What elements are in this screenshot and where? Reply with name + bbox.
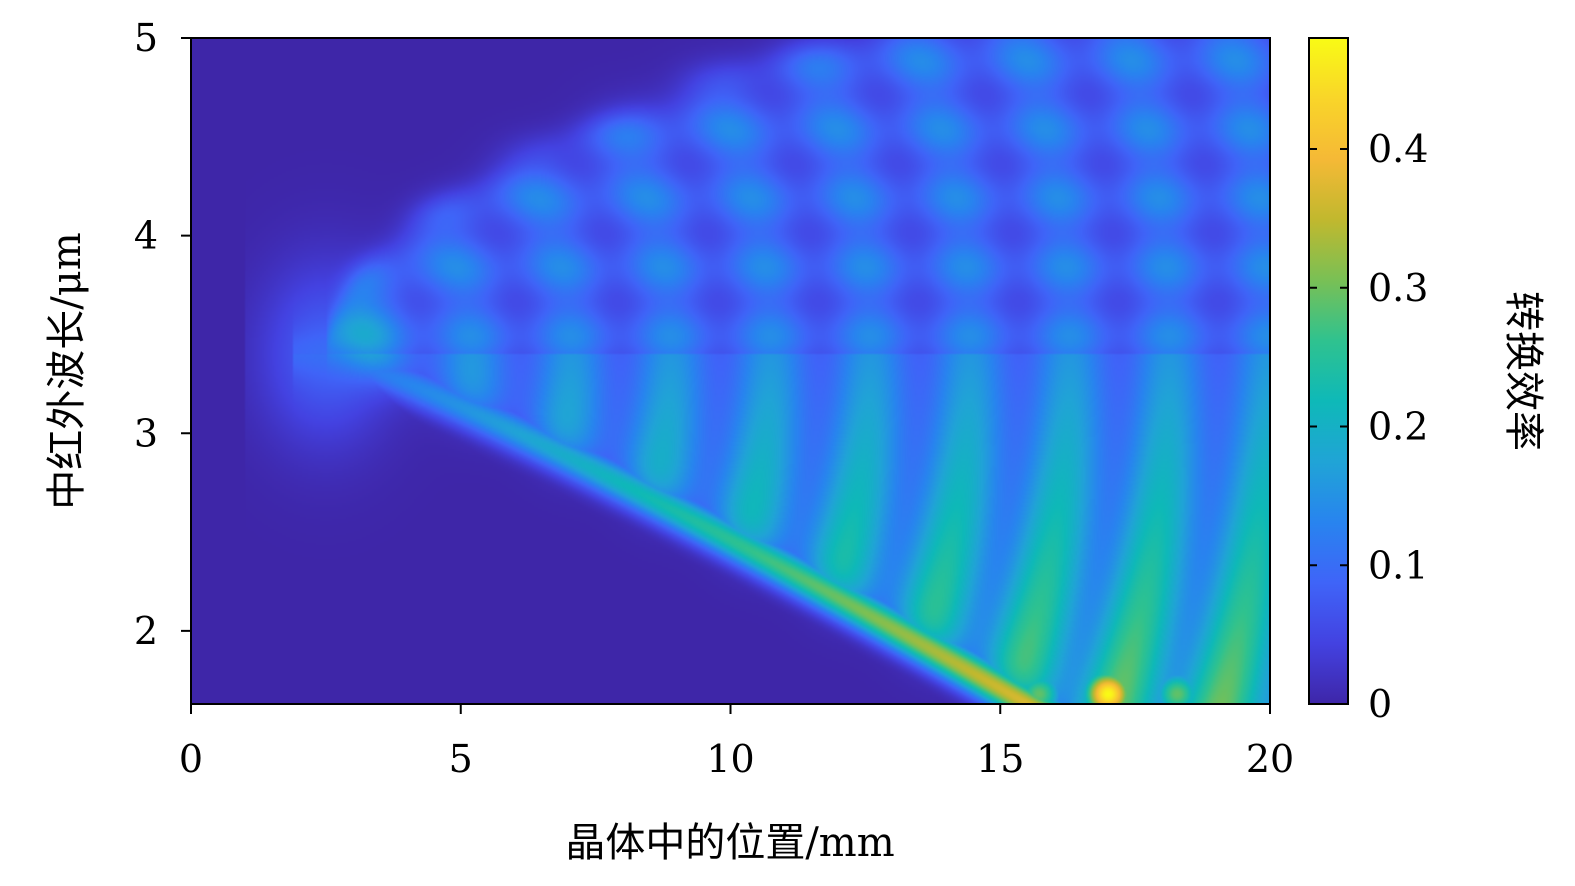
colorbar-tick-label: 0.3 (1368, 266, 1428, 310)
x-tick-label: 20 (1246, 737, 1294, 781)
colorbar-label: 转换效率 (1500, 291, 1546, 451)
y-tick-label: 5 (134, 16, 158, 60)
colorbar-tick-label: 0 (1368, 682, 1392, 726)
y-tick-label: 2 (134, 609, 158, 653)
y-axis-label: 中红外波长/μm (44, 232, 90, 509)
y-tick-label: 3 (134, 411, 158, 455)
heatmap-canvas (191, 38, 1270, 704)
x-axis-ticks: 0 5 10 15 20 (179, 704, 1294, 781)
colorbar-tick-label: 0.1 (1368, 543, 1428, 587)
x-tick-label: 0 (179, 737, 203, 781)
colorbar-gradient (1309, 38, 1348, 704)
y-axis-ticks: 2 3 4 5 (134, 16, 191, 653)
colorbar-tick-label: 0.2 (1368, 405, 1428, 449)
x-tick-label: 10 (706, 737, 754, 781)
colorbar-frame (1308, 37, 1349, 705)
colorbar-ticks: 0 0.1 0.2 0.3 0.4 (1309, 127, 1428, 726)
x-tick-label: 15 (976, 737, 1024, 781)
colorbar-tick-label: 0.4 (1368, 127, 1428, 171)
colorbar: 0 0.1 0.2 0.3 0.4 转换效率 (1308, 37, 1546, 726)
x-axis-label: 晶体中的位置/mm (565, 820, 894, 866)
y-tick-label: 4 (134, 214, 158, 258)
heatmap-area (190, 37, 1271, 705)
x-tick-label: 5 (449, 737, 473, 781)
